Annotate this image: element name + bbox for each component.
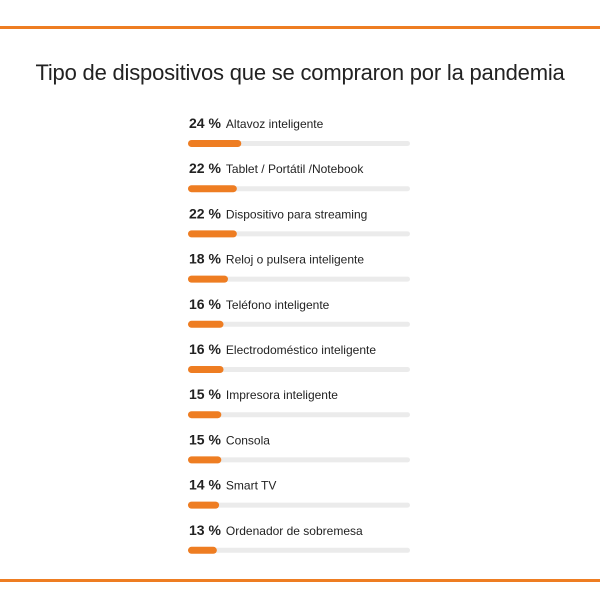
bar-track bbox=[188, 502, 410, 508]
category-label: Tablet / Portátil /Notebook bbox=[226, 162, 364, 176]
bar-track bbox=[188, 412, 410, 418]
category-label: Reloj o pulsera inteligente bbox=[226, 253, 364, 267]
chart-title: Tipo de dispositivos que se compraron po… bbox=[35, 60, 565, 85]
bar-track bbox=[188, 231, 410, 237]
bar-track bbox=[188, 141, 410, 146]
category-label: Impresora inteligente bbox=[226, 388, 338, 402]
category-label: Altavoz inteligente bbox=[226, 117, 324, 131]
bar bbox=[188, 140, 242, 147]
bar bbox=[188, 230, 237, 238]
value-label: 13 % bbox=[189, 522, 221, 538]
value-label: 22 % bbox=[189, 160, 221, 176]
bar bbox=[188, 546, 217, 554]
value-label: 15 % bbox=[189, 431, 221, 447]
category-label: Consola bbox=[226, 433, 270, 447]
category-label: Ordenador de sobremesa bbox=[226, 524, 363, 538]
top-divider bbox=[0, 26, 600, 29]
category-label: Dispositivo para streaming bbox=[226, 207, 367, 221]
bottom-divider bbox=[0, 579, 600, 582]
bar bbox=[188, 456, 222, 464]
value-label: 24 % bbox=[189, 115, 221, 131]
category-label: Electrodoméstico inteligente bbox=[226, 343, 376, 357]
value-label: 18 % bbox=[189, 251, 221, 267]
category-label: Teléfono inteligente bbox=[226, 298, 330, 312]
bar-track bbox=[188, 321, 410, 327]
bar bbox=[188, 366, 224, 373]
bar-track bbox=[188, 186, 410, 192]
bar-track bbox=[188, 547, 410, 553]
category-label: Smart TV bbox=[226, 479, 276, 493]
bar bbox=[188, 501, 220, 509]
bar bbox=[188, 320, 224, 328]
bar bbox=[188, 411, 222, 419]
bar-track bbox=[188, 367, 410, 372]
value-label: 16 % bbox=[189, 341, 221, 357]
value-label: 22 % bbox=[189, 205, 221, 221]
bar bbox=[188, 185, 237, 193]
bar-track bbox=[188, 457, 410, 463]
bar-track bbox=[188, 276, 410, 282]
value-label: 15 % bbox=[189, 386, 221, 402]
bar bbox=[188, 275, 228, 283]
value-label: 16 % bbox=[189, 296, 221, 312]
value-label: 14 % bbox=[189, 477, 221, 493]
